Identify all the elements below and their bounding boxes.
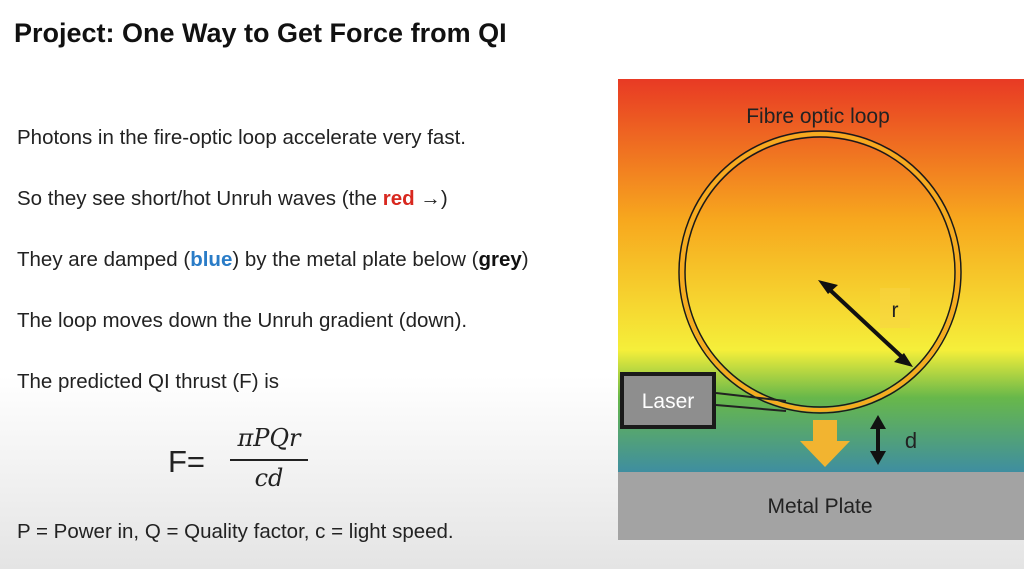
footnote-definitions: P = Power in, Q = Quality factor, c = li… — [17, 520, 454, 543]
slide-title: Project: One Way to Get Force from QI — [14, 18, 507, 48]
laser-fibre-line — [715, 392, 787, 402]
bullet-unruh-waves: So they see short/hot Unruh waves (the r… — [17, 187, 448, 211]
bullet-text: ) — [521, 248, 529, 271]
laser-label: Laser — [642, 390, 695, 413]
loop-inner-edge — [684, 136, 956, 408]
fibre-loop-diagram: Fibre optic loop r Laser d Metal Plate — [618, 79, 1024, 540]
right-arrow-icon: → — [414, 187, 441, 210]
laser-fibre-line — [715, 404, 787, 412]
formula-lhs: F= — [168, 444, 206, 479]
gap-arrow-icon — [870, 415, 886, 465]
diagram-svg: Fibre optic loop r Laser d Metal Plate — [618, 79, 1024, 540]
metal-plate — [618, 472, 1024, 540]
radius-arrow-icon — [818, 280, 913, 367]
blue-keyword: blue — [190, 248, 233, 271]
thrust-formula: F= πPQr cd — [168, 424, 318, 494]
bullet-text: So they see short/hot Unruh waves (the — [17, 187, 383, 210]
gap-label: d — [905, 428, 917, 453]
loop-outer-edge — [678, 130, 962, 414]
bullet-damped: They are damped (blue) by the metal plat… — [17, 248, 529, 272]
loop-label: Fibre optic loop — [746, 105, 890, 128]
formula-numerator: πPQr — [237, 424, 301, 452]
formula-denominator: cd — [254, 464, 284, 492]
bullet-text: ) by the metal plate below ( — [232, 248, 479, 271]
bullet-text: ) — [440, 187, 448, 210]
bullet-gradient: The loop moves down the Unruh gradient (… — [17, 309, 468, 332]
fibre-optic-loop — [680, 132, 960, 412]
bullet-photons: Photons in the fire-optic loop accelerat… — [17, 126, 466, 149]
bullet-text: They are damped ( — [17, 248, 191, 271]
radius-label-box — [880, 288, 910, 328]
red-keyword: red — [382, 187, 415, 210]
laser-box — [624, 376, 712, 425]
plate-label: Metal Plate — [767, 495, 872, 518]
radius-label: r — [892, 299, 899, 322]
fraction-bar — [230, 459, 308, 461]
grey-keyword: grey — [478, 248, 522, 271]
force-down-arrow-icon — [800, 420, 850, 467]
bullet-thrust: The predicted QI thrust (F) is — [17, 370, 280, 393]
